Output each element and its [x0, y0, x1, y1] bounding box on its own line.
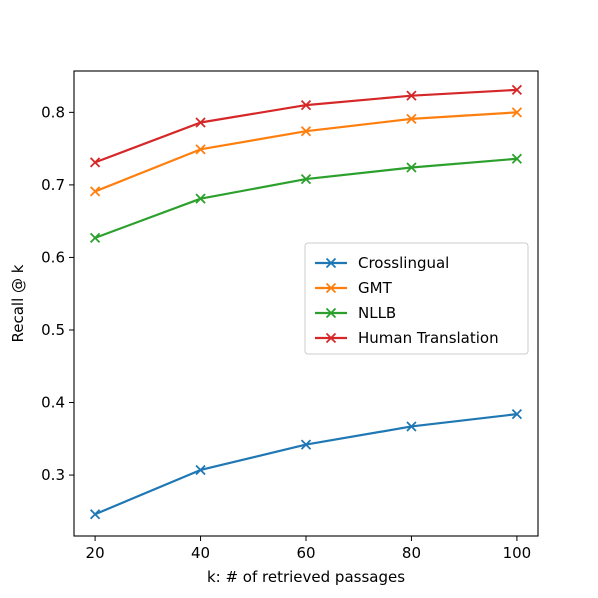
legend-marker: [325, 257, 337, 269]
y-tick-label: 0.6: [41, 248, 65, 266]
legend-item: Human Translation: [315, 329, 499, 347]
legend-label: NLLB: [358, 304, 396, 322]
y-tick-label: 0.8: [41, 103, 65, 121]
series-human-translation: [89, 84, 523, 168]
data-point-crosslingual: [300, 439, 312, 450]
y-tick-label: 0.4: [41, 394, 65, 412]
x-tick-label: 80: [402, 544, 421, 562]
data-point-nllb: [511, 153, 523, 164]
y-tick-label: 0.5: [41, 321, 65, 339]
legend-marker: [325, 332, 337, 344]
data-point-human-translation: [195, 117, 206, 128]
series-crosslingual: [89, 408, 523, 520]
x-axis-label: k: # of retrieved passages: [207, 568, 405, 586]
series-nllb: [89, 153, 523, 243]
legend-item: Crosslingual: [315, 254, 449, 272]
legend-label: Human Translation: [358, 329, 499, 347]
series-layer: [89, 84, 523, 520]
legend-label: GMT: [358, 279, 393, 297]
x-axis: 20 40 60 80 100: [86, 536, 532, 562]
data-point-nllb: [89, 232, 101, 243]
data-point-nllb: [195, 193, 206, 204]
data-point-gmt: [511, 107, 523, 118]
x-tick-label: 20: [86, 544, 105, 562]
y-tick-label: 0.3: [41, 466, 65, 484]
y-tick-label: 0.7: [41, 176, 65, 194]
data-point-gmt: [89, 186, 101, 197]
data-point-gmt: [195, 144, 206, 155]
legend-marker: [325, 282, 337, 294]
y-axis: 0.3 0.4 0.5 0.6 0.7 0.8: [41, 103, 74, 484]
data-point-gmt: [406, 113, 417, 125]
legend: Crosslingual GMT NLLB Human Translation: [304, 242, 529, 355]
data-point-crosslingual: [89, 509, 101, 520]
legend-label: Crosslingual: [358, 254, 449, 272]
data-point-human-translation: [300, 99, 312, 111]
data-point-crosslingual: [195, 464, 206, 476]
legend-item: NLLB: [315, 304, 396, 322]
data-point-human-translation: [406, 90, 417, 101]
data-point-gmt: [300, 126, 312, 137]
y-axis-label: Recall @ k: [9, 264, 27, 342]
x-tick-label: 60: [296, 544, 315, 562]
legend-marker: [325, 307, 337, 319]
legend-box: [304, 242, 529, 355]
data-point-human-translation: [89, 157, 101, 168]
legend-item: GMT: [315, 279, 393, 297]
data-point-human-translation: [511, 84, 523, 95]
data-point-crosslingual: [406, 421, 417, 432]
x-tick-label: 40: [191, 544, 210, 562]
x-tick-label: 100: [503, 544, 532, 562]
data-point-nllb: [300, 173, 312, 185]
series-gmt: [89, 107, 523, 197]
data-point-nllb: [406, 162, 417, 173]
data-point-crosslingual: [511, 408, 523, 420]
